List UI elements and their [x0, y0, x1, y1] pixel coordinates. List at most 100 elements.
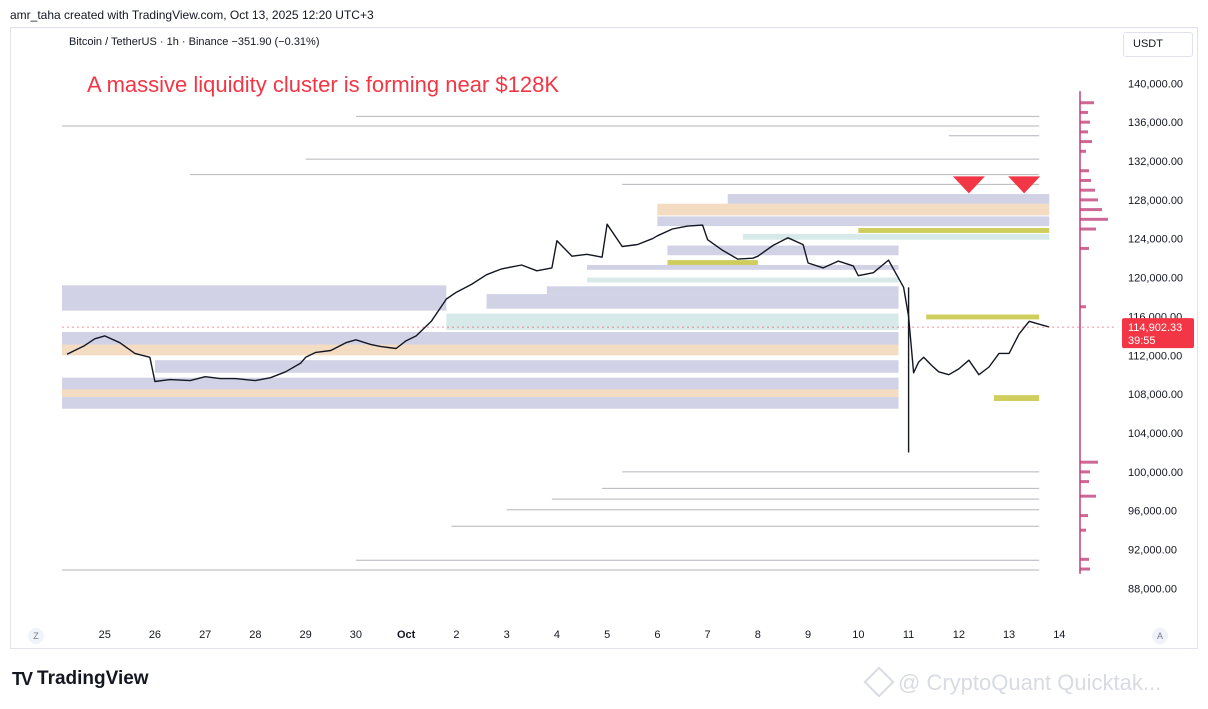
x-tick-label: 13	[1003, 629, 1015, 641]
y-tick-label: 92,000.00	[1128, 545, 1177, 557]
x-tick-label: 2	[453, 629, 459, 641]
liquidity-band	[858, 228, 1050, 233]
liquidity-band	[486, 294, 899, 309]
profile-bar	[1080, 227, 1096, 231]
liquidity-band	[62, 377, 899, 390]
liquidity-band	[742, 233, 1050, 240]
profile-bar	[1080, 198, 1098, 202]
profile-bar	[1080, 149, 1086, 153]
liquidity-band	[62, 285, 447, 311]
liquidity-band	[546, 286, 899, 295]
sell-marker-icon	[952, 176, 985, 194]
x-tick-label: 5	[604, 629, 610, 641]
x-tick-label: 9	[805, 629, 811, 641]
price-line	[66, 223, 1050, 383]
profile-bar	[1080, 188, 1095, 192]
y-tick-label: 140,000.00	[1128, 78, 1183, 90]
zoom-reset-button[interactable]: Z	[28, 628, 44, 644]
x-tick-label: Oct	[397, 629, 416, 641]
sell-marker-icon	[1008, 176, 1041, 194]
y-tick-label: 128,000.00	[1128, 195, 1183, 207]
liquidity-band	[926, 314, 1040, 320]
x-tick-label: 4	[554, 629, 560, 641]
time-axis: 25 26 27 28 29 30 Oct 2 3 4 5 6 7 8 9 10 11 12 13 14	[99, 629, 1066, 641]
profile-bar	[1080, 120, 1090, 124]
price-axis: 140,000.00 136,000.00 132,000.00 128,000.00…	[1128, 78, 1183, 595]
x-tick-label: 11	[903, 629, 914, 641]
profile-bar	[1080, 460, 1098, 464]
chart-annotation: A massive liquidity cluster is forming n…	[87, 72, 559, 97]
tradingview-logo-icon: TV	[12, 668, 33, 689]
liquidity-band	[62, 344, 899, 356]
liquidity-band	[657, 216, 1050, 227]
profile-bar	[1080, 101, 1094, 105]
liquidity-band	[154, 360, 899, 373]
last-price-label: 114,902.33	[1128, 322, 1182, 334]
liquidity-band	[587, 264, 899, 270]
liquidity-band	[667, 260, 758, 265]
x-tick-label: 26	[149, 629, 161, 641]
created-by-label: amr_taha created with TradingView.com, O…	[10, 8, 374, 22]
profile-bar	[1080, 480, 1089, 484]
symbol-info: Bitcoin / TetherUS · 1h · Binance −351.9…	[69, 36, 320, 48]
liquidity-band	[446, 313, 899, 331]
y-tick-label: 104,000.00	[1128, 428, 1183, 440]
liquidity-band	[667, 245, 899, 256]
profile-bar	[1080, 140, 1092, 144]
liquidity-band	[62, 397, 899, 409]
x-tick-label: 14	[1053, 629, 1065, 641]
y-tick-label: 120,000.00	[1128, 273, 1183, 285]
profile-bar	[1080, 110, 1088, 114]
tradingview-logo[interactable]: TV TradingView	[12, 668, 149, 690]
y-tick-label: 88,000.00	[1128, 583, 1177, 595]
liquidity-band	[587, 277, 899, 283]
price-tag-box	[1122, 318, 1194, 349]
x-tick-label: 8	[755, 629, 761, 641]
profile-bar	[1080, 208, 1102, 212]
profile-bar	[1080, 130, 1088, 134]
profile-bar	[1080, 514, 1088, 518]
y-tick-label: 100,000.00	[1128, 467, 1183, 479]
profile-bar	[1080, 217, 1108, 221]
y-tick-label: 124,000.00	[1128, 234, 1183, 246]
x-tick-label: 12	[953, 629, 965, 641]
x-tick-label: 27	[199, 629, 211, 641]
x-tick-label: 28	[249, 629, 261, 641]
x-tick-label: 6	[654, 629, 660, 641]
x-tick-label: 3	[504, 629, 510, 641]
x-tick-label: 7	[705, 629, 711, 641]
y-tick-label: 96,000.00	[1128, 506, 1177, 518]
volume-profile	[1079, 91, 1108, 574]
price-series	[66, 223, 1050, 453]
profile-bar	[1080, 246, 1089, 250]
watermark-text: @ CryptoQuant Quicktak...	[898, 670, 1162, 695]
profile-bar	[1080, 528, 1086, 532]
profile-bar	[1080, 169, 1089, 173]
signal-markers	[952, 176, 1041, 194]
x-tick-label: 10	[852, 629, 864, 641]
profile-bar	[1080, 557, 1089, 561]
auto-scale-button[interactable]: A	[1152, 628, 1168, 644]
liquidity-band	[994, 395, 1040, 401]
currency-selector[interactable]: USDT	[1123, 32, 1193, 57]
y-tick-label: 112,000.00	[1128, 350, 1182, 362]
y-tick-label: 132,000.00	[1128, 156, 1183, 168]
cryptoquant-icon	[863, 666, 895, 698]
y-tick-label: 136,000.00	[1128, 117, 1183, 129]
liquidity-band	[657, 203, 1050, 216]
watermark: @ CryptoQuant Quicktak...	[863, 666, 1162, 698]
profile-bar	[1080, 470, 1090, 474]
chart-panel[interactable]	[10, 27, 1198, 649]
profile-bar	[1080, 567, 1090, 571]
liquidity-band	[727, 194, 1050, 204]
profile-bar	[1080, 305, 1086, 309]
liquidity-bands	[62, 194, 1050, 409]
liquidity-band	[62, 332, 899, 345]
x-tick-label: 29	[300, 629, 312, 641]
profile-bar	[1080, 178, 1091, 182]
x-tick-label: 25	[99, 629, 111, 641]
profile-bar	[1080, 494, 1096, 498]
tradingview-logo-text: TradingView	[37, 668, 149, 689]
